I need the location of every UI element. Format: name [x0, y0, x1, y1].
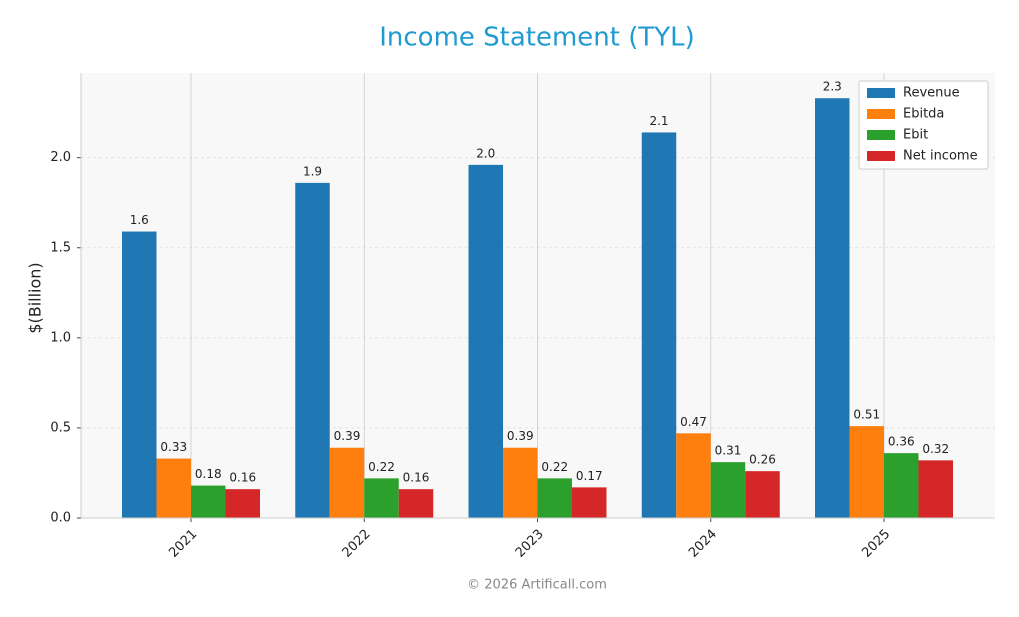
value-label: 0.22: [541, 460, 568, 474]
legend-label: Net income: [903, 149, 978, 164]
bar: [225, 489, 260, 518]
value-label: 0.32: [922, 442, 949, 456]
legend-label: Ebit: [903, 128, 928, 143]
bar: [191, 485, 226, 518]
value-label: 0.16: [403, 471, 430, 485]
bar: [641, 132, 677, 519]
footer: © 2026 Artificall.com: [467, 578, 607, 593]
y-tick-label: 0.5: [50, 420, 71, 435]
bar: [710, 462, 746, 518]
legend-swatch: [867, 88, 895, 98]
legend-swatch: [867, 151, 895, 161]
legend-label: Revenue: [903, 86, 960, 101]
bar: [537, 478, 572, 518]
value-label: 0.31: [715, 444, 742, 458]
value-label: 2.0: [476, 146, 495, 160]
value-label: 0.36: [888, 435, 915, 449]
value-label: 1.6: [130, 213, 149, 227]
value-label: 0.47: [680, 415, 707, 429]
value-label: 0.16: [229, 471, 256, 485]
x-tick-label: 2023: [513, 527, 547, 561]
legend-swatch: [867, 109, 895, 119]
value-label: 0.22: [368, 460, 395, 474]
bar: [468, 164, 503, 519]
value-label: 0.39: [334, 429, 361, 443]
bar: [745, 471, 780, 518]
bar: [849, 426, 884, 518]
y-tick-label: 2.0: [50, 150, 71, 165]
value-label: 1.9: [303, 164, 322, 178]
bar: [815, 98, 850, 519]
bar: [572, 487, 607, 518]
bar: [122, 231, 157, 518]
y-tick-label: 1.0: [50, 330, 71, 345]
bar: [364, 478, 399, 518]
bar: [503, 447, 538, 518]
x-tick-label: 2025: [859, 527, 893, 561]
bar: [918, 460, 953, 518]
legend-box: [858, 80, 989, 170]
legend-label: Ebitda: [903, 107, 944, 122]
y-tick-label: 0.0: [50, 511, 71, 526]
value-label: 2.1: [649, 114, 668, 128]
x-tick-label: 2024: [686, 527, 720, 561]
legend-swatch: [867, 130, 895, 140]
value-label: 0.17: [576, 469, 603, 483]
value-label: 2.3: [823, 80, 842, 94]
value-label: 0.39: [507, 429, 534, 443]
value-label: 0.26: [749, 453, 776, 467]
x-tick-label: 2022: [340, 527, 374, 561]
bar: [156, 458, 191, 518]
value-label: 0.18: [195, 467, 222, 481]
value-label: 0.33: [160, 440, 187, 454]
bar: [295, 182, 330, 518]
y-axis-label: $(Billion): [26, 262, 45, 333]
chart-title: Income Statement (TYL): [379, 23, 695, 53]
y-tick-label: 1.5: [50, 240, 71, 255]
bar: [398, 489, 434, 518]
bar: [884, 453, 919, 518]
bar: [329, 447, 365, 518]
value-label: 0.51: [853, 408, 880, 422]
x-tick-label: 2021: [166, 527, 200, 561]
bar: [676, 433, 711, 518]
